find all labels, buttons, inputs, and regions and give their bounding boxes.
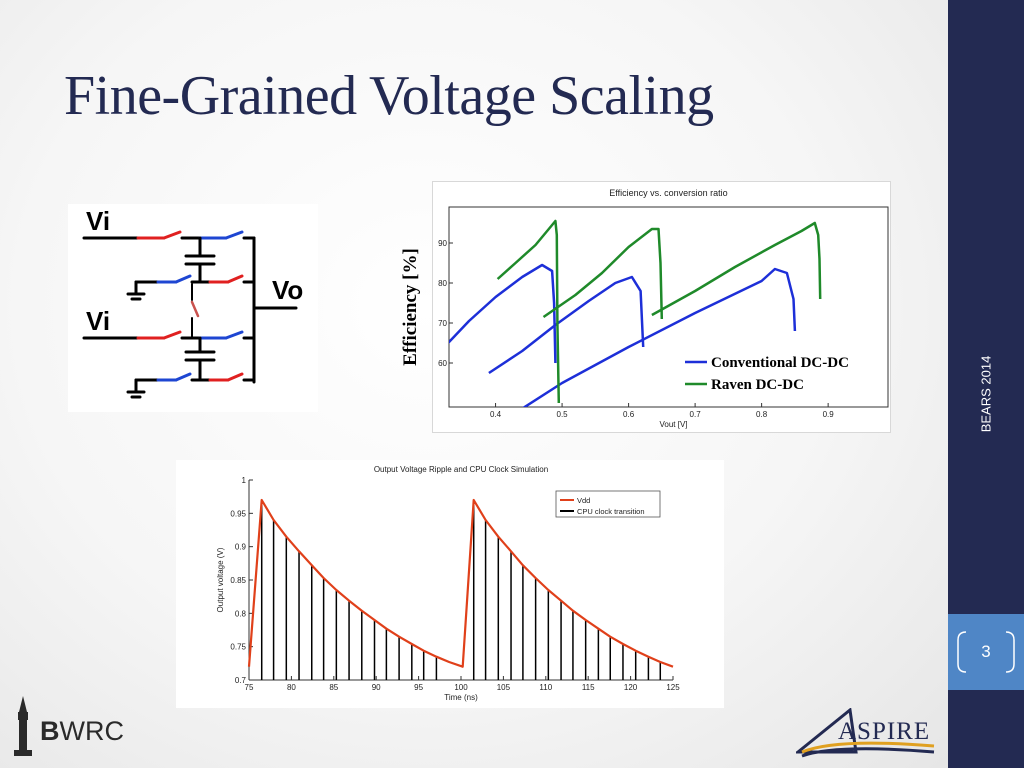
- efficiency-x-tick-label: 0.5: [557, 410, 569, 419]
- ripple-x-tick-label: 115: [582, 683, 595, 692]
- ripple-y-tick-label: 0.75: [230, 643, 246, 652]
- ripple-y-tick-label: 0.8: [235, 609, 247, 618]
- vo-label: Vo: [272, 275, 303, 305]
- ripple-ylabel: Output voltage (V): [216, 547, 225, 612]
- efficiency-y-tick-label: 70: [438, 319, 447, 328]
- efficiency-x-tick-label: 0.9: [823, 410, 835, 419]
- aspire-logo: ASPIRE: [796, 708, 936, 760]
- ripple-y-tick-label: 0.85: [230, 576, 246, 585]
- page-number-frame: [957, 631, 1015, 673]
- efficiency-x-tick-label: 0.8: [756, 410, 768, 419]
- ripple-legend-label: Vdd: [577, 496, 590, 505]
- ripple-x-tick-label: 75: [245, 683, 254, 692]
- ripple-y-tick-label: 0.7: [235, 676, 247, 685]
- event-label: BEARS 2014: [978, 355, 994, 433]
- efficiency-y-tick-label: 60: [438, 359, 447, 368]
- efficiency-x-tick-label: 0.6: [623, 410, 635, 419]
- efficiency-ylabel: Efficiency [%]: [400, 248, 421, 366]
- bwrc-logo: BWRC: [8, 694, 138, 760]
- efficiency-chart-title: Efficiency vs. conversion ratio: [609, 188, 727, 198]
- efficiency-plot-frame: [448, 206, 889, 408]
- efficiency-ylabel-area: Efficiency [%]: [384, 205, 438, 410]
- vi-top-label: Vi: [86, 206, 110, 236]
- ripple-x-tick-label: 80: [287, 683, 296, 692]
- switched-capacitor-diagram: Vi Vi Vo: [68, 204, 318, 412]
- switch-mid-blue: [174, 274, 192, 284]
- efficiency-x-tick-label: 0.4: [490, 410, 502, 419]
- switch-mid-red: [226, 274, 244, 284]
- ripple-chart: Output Voltage Ripple and CPU Clock Simu…: [176, 460, 724, 708]
- ripple-y-tick-label: 0.95: [230, 509, 246, 518]
- efficiency-y-tick-label: 80: [438, 279, 447, 288]
- efficiency-chart: Efficiency vs. conversion ratio 0.4 0.5 0.6…: [432, 181, 891, 433]
- series-switch: [190, 300, 200, 318]
- switch-top-blue: [224, 230, 244, 240]
- raven-dc-dc-curve: [542, 227, 664, 320]
- ripple-x-tick-label: 85: [329, 683, 338, 692]
- raven-dc-dc-curve: [651, 221, 822, 317]
- page-number: 3: [981, 642, 991, 661]
- efficiency-legend-label: Raven DC-DC: [711, 377, 804, 393]
- ripple-chart-title: Output Voltage Ripple and CPU Clock Simu…: [374, 465, 548, 474]
- ripple-x-tick-label: 110: [539, 683, 552, 692]
- ripple-xlabel: Time (ns): [444, 693, 478, 702]
- ripple-x-tick-label: 125: [666, 683, 680, 692]
- ripple-legend: [555, 490, 661, 518]
- efficiency-chart-svg: Efficiency vs. conversion ratio 0.4 0.5 0.6…: [438, 188, 889, 429]
- switch-bottom-red: [162, 330, 182, 340]
- campanile-icon: [14, 696, 32, 756]
- bwrc-wordmark: BWRC: [40, 716, 124, 746]
- switch-bottom-blue: [224, 330, 244, 340]
- vdd-line: [247, 498, 674, 668]
- slide-title: Fine-Grained Voltage Scaling: [64, 65, 714, 127]
- conventional-dc-dc-curve: [522, 267, 797, 407]
- switch-low-red: [226, 372, 244, 382]
- switch-low-blue: [174, 372, 192, 382]
- switch-top-red: [162, 230, 182, 240]
- ripple-y-tick-label: 0.9: [235, 543, 247, 552]
- ripple-x-tick-label: 120: [624, 683, 638, 692]
- aspire-wordmark: ASPIRE: [838, 718, 931, 745]
- vi-bottom-label: Vi: [86, 306, 110, 336]
- ripple-x-tick-label: 90: [372, 683, 381, 692]
- efficiency-legend: [681, 348, 883, 392]
- ripple-chart-svg: Output Voltage Ripple and CPU Clock Simu…: [216, 465, 680, 702]
- ripple-x-tick-label: 95: [414, 683, 423, 692]
- conventional-dc-dc-curve: [488, 275, 645, 375]
- efficiency-y-tick-label: 90: [438, 239, 447, 248]
- ripple-x-tick-label: 105: [497, 683, 511, 692]
- efficiency-xlabel: Vout [V]: [659, 420, 687, 429]
- aspire-bridge-icon: [796, 708, 935, 758]
- efficiency-legend-label: Conventional DC-DC: [711, 355, 849, 371]
- efficiency-x-tick-label: 0.7: [690, 410, 702, 419]
- ripple-x-tick-label: 100: [454, 683, 468, 692]
- ripple-y-tick-label: 1: [242, 476, 247, 485]
- ripple-legend-label: CPU clock transition: [577, 507, 645, 516]
- circuit-svg: Vi Vi Vo: [82, 206, 303, 399]
- conventional-dc-dc-curve: [449, 263, 557, 364]
- page-number-box: 3: [948, 614, 1024, 690]
